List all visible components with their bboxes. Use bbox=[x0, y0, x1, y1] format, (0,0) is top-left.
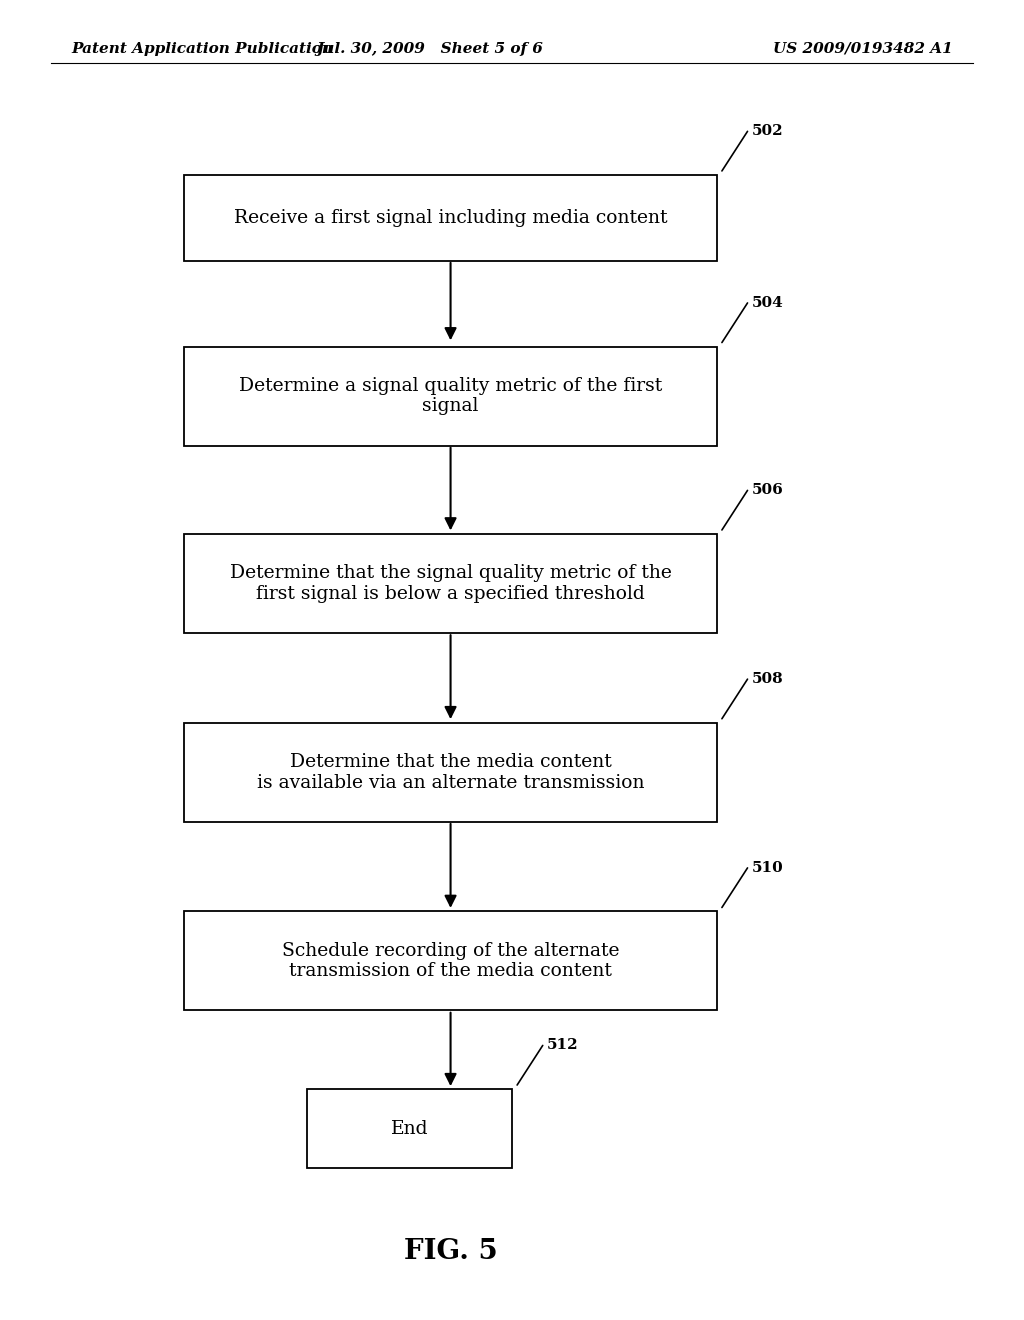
Text: Jul. 30, 2009   Sheet 5 of 6: Jul. 30, 2009 Sheet 5 of 6 bbox=[316, 42, 544, 55]
FancyBboxPatch shape bbox=[184, 533, 717, 632]
Text: Determine a signal quality metric of the first
signal: Determine a signal quality metric of the… bbox=[239, 376, 663, 416]
Text: 508: 508 bbox=[752, 672, 783, 686]
Text: 512: 512 bbox=[547, 1039, 579, 1052]
Text: Schedule recording of the alternate
transmission of the media content: Schedule recording of the alternate tran… bbox=[282, 941, 620, 981]
Text: Determine that the signal quality metric of the
first signal is below a specifie: Determine that the signal quality metric… bbox=[229, 564, 672, 603]
Text: 502: 502 bbox=[752, 124, 783, 139]
FancyBboxPatch shape bbox=[184, 911, 717, 1011]
FancyBboxPatch shape bbox=[307, 1089, 512, 1168]
Text: 510: 510 bbox=[752, 861, 783, 875]
Text: Patent Application Publication: Patent Application Publication bbox=[72, 42, 334, 55]
Text: End: End bbox=[391, 1119, 428, 1138]
FancyBboxPatch shape bbox=[184, 347, 717, 446]
FancyBboxPatch shape bbox=[184, 722, 717, 821]
Text: US 2009/0193482 A1: US 2009/0193482 A1 bbox=[772, 42, 952, 55]
Text: Receive a first signal including media content: Receive a first signal including media c… bbox=[233, 209, 668, 227]
Text: Determine that the media content
is available via an alternate transmission: Determine that the media content is avai… bbox=[257, 752, 644, 792]
Text: 506: 506 bbox=[752, 483, 783, 498]
Text: FIG. 5: FIG. 5 bbox=[403, 1238, 498, 1265]
FancyBboxPatch shape bbox=[184, 176, 717, 261]
Text: 504: 504 bbox=[752, 296, 783, 310]
